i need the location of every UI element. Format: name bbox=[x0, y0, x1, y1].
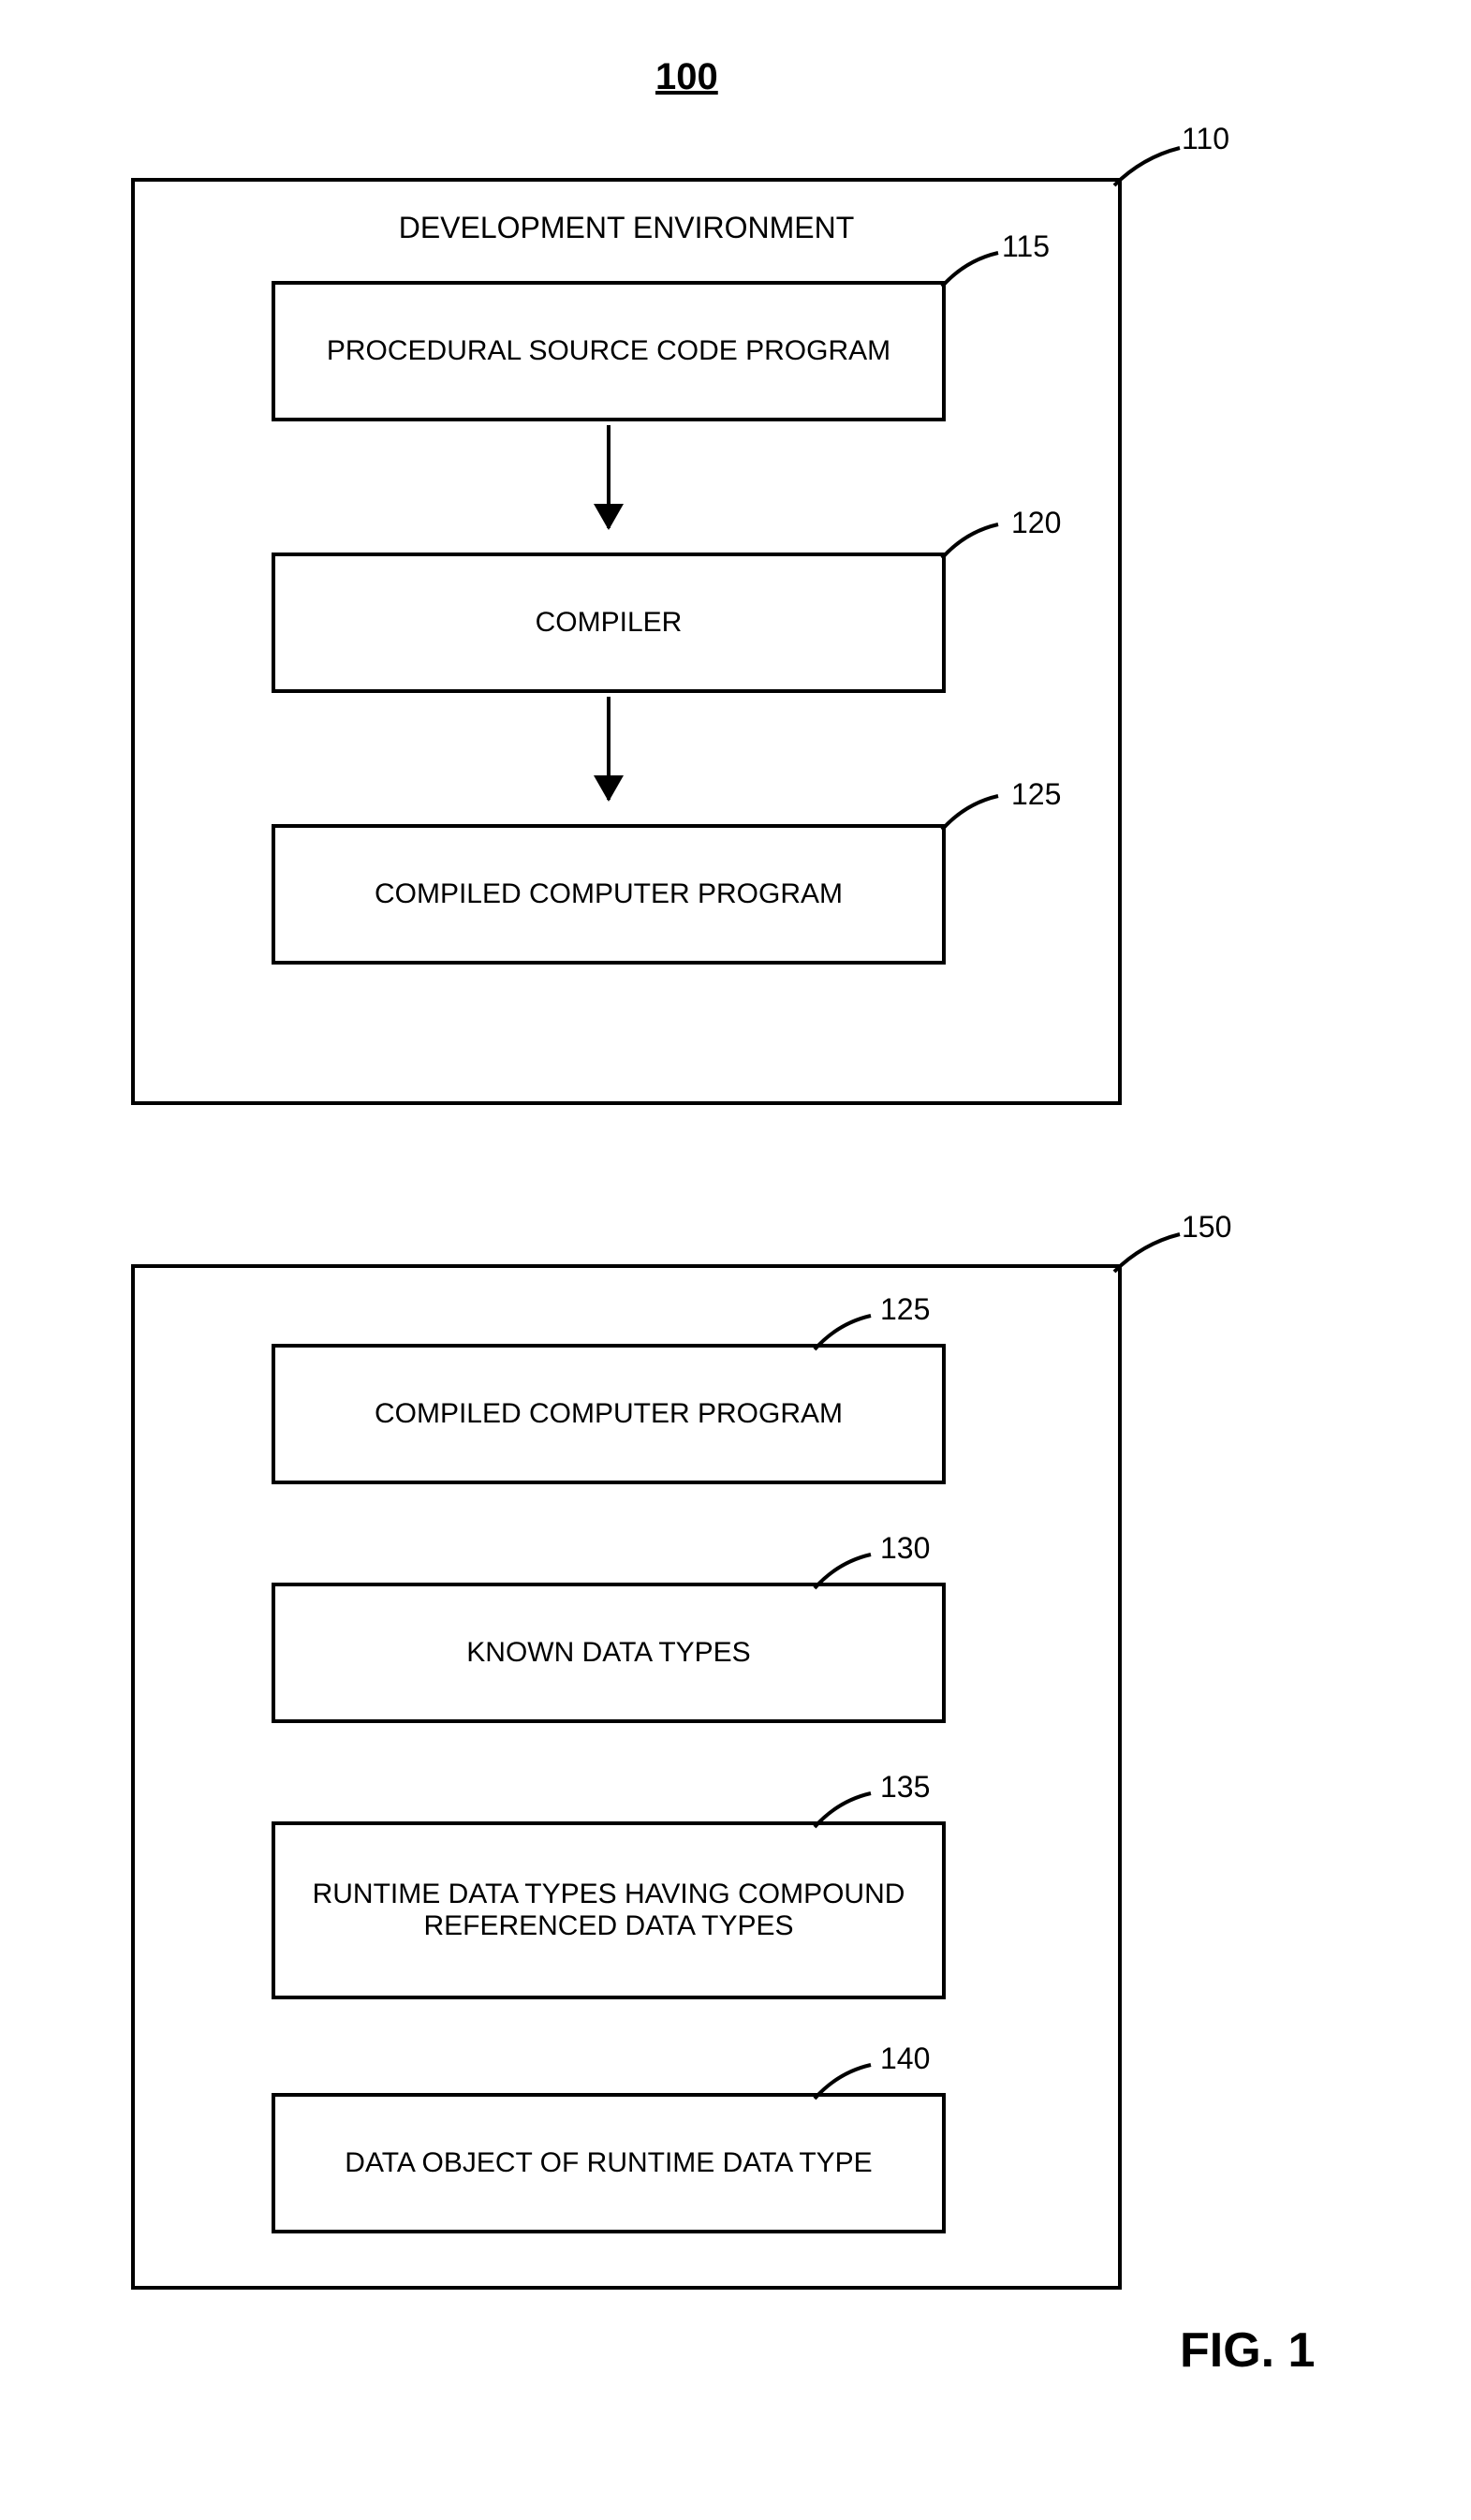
box-130-label: KNOWN DATA TYPES bbox=[466, 1637, 750, 1669]
ref-label-125-1: 125 bbox=[1011, 777, 1061, 812]
ref-label-120: 120 bbox=[1011, 506, 1061, 540]
leader-130 bbox=[815, 1555, 880, 1597]
arrow-120-125 bbox=[607, 697, 610, 800]
dev-env-title-text: DEVELOPMENT ENVIRONMENT bbox=[399, 211, 855, 244]
leader-115 bbox=[942, 253, 1008, 295]
ref-label-135: 135 bbox=[880, 1770, 930, 1805]
box-135-label: RUNTIME DATA TYPES HAVING COMPOUND REFER… bbox=[294, 1879, 923, 1942]
leader-125-1 bbox=[942, 796, 1008, 838]
ref-115-text: 115 bbox=[1002, 229, 1050, 263]
dev-env-title: DEVELOPMENT ENVIRONMENT bbox=[131, 211, 1122, 245]
figure-label-text: FIG. 1 bbox=[1180, 2323, 1315, 2378]
box-125-label-2: COMPILED COMPUTER PROGRAM bbox=[375, 1398, 843, 1430]
ref-140-text: 140 bbox=[880, 2041, 930, 2075]
known-data-types-box: KNOWN DATA TYPES bbox=[272, 1583, 946, 1723]
leader-125-2 bbox=[815, 1316, 880, 1358]
ref-125-text-1: 125 bbox=[1011, 777, 1061, 811]
ref-135-text: 135 bbox=[880, 1770, 930, 1804]
ref-130-text: 130 bbox=[880, 1531, 930, 1565]
ref-150-text: 150 bbox=[1182, 1210, 1231, 1244]
ref-label-150: 150 bbox=[1182, 1210, 1231, 1245]
page-title-text: 100 bbox=[655, 56, 718, 97]
box-125-label-1: COMPILED COMPUTER PROGRAM bbox=[375, 878, 843, 910]
procedural-source-code-box: PROCEDURAL SOURCE CODE PROGRAM bbox=[272, 281, 946, 421]
compiled-program-box-1: COMPILED COMPUTER PROGRAM bbox=[272, 824, 946, 965]
compiler-box: COMPILER bbox=[272, 553, 946, 693]
runtime-data-types-box: RUNTIME DATA TYPES HAVING COMPOUND REFER… bbox=[272, 1821, 946, 1999]
box-120-label: COMPILER bbox=[536, 607, 683, 639]
ref-label-140: 140 bbox=[880, 2041, 930, 2076]
leader-140 bbox=[815, 2065, 880, 2107]
page-title: 100 bbox=[655, 56, 718, 98]
compiled-program-box-2: COMPILED COMPUTER PROGRAM bbox=[272, 1344, 946, 1484]
ref-125-text-2: 125 bbox=[880, 1292, 930, 1326]
ref-120-text: 120 bbox=[1011, 506, 1061, 539]
ref-label-130: 130 bbox=[880, 1531, 930, 1566]
arrow-115-120 bbox=[607, 425, 610, 528]
leader-135 bbox=[815, 1793, 880, 1835]
figure-label: FIG. 1 bbox=[1180, 2322, 1315, 2379]
data-object-box: DATA OBJECT OF RUNTIME DATA TYPE bbox=[272, 2093, 946, 2233]
ref-110-text: 110 bbox=[1182, 122, 1229, 155]
ref-label-115: 115 bbox=[1002, 229, 1050, 264]
ref-label-125-2: 125 bbox=[880, 1292, 930, 1327]
leader-120 bbox=[942, 524, 1008, 567]
box-115-label: PROCEDURAL SOURCE CODE PROGRAM bbox=[327, 335, 890, 367]
box-140-label: DATA OBJECT OF RUNTIME DATA TYPE bbox=[345, 2147, 872, 2179]
ref-label-110: 110 bbox=[1182, 122, 1229, 156]
